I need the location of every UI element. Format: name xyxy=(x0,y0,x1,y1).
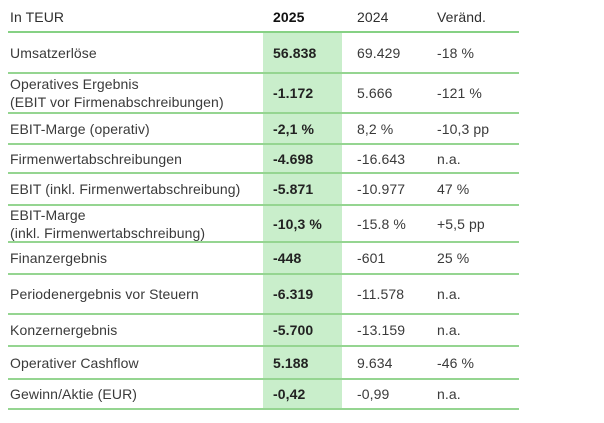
value-change: -46 % xyxy=(437,354,475,371)
row-label: Periodenergebnis vor Steuern xyxy=(10,286,199,302)
header-col-2024: 2024 xyxy=(357,9,389,25)
table-header-row: In TEUR 2025 2024 Veränd. xyxy=(8,0,519,33)
table-row: EBIT (inkl. Firmenwertabschreibung) -5.8… xyxy=(8,174,519,206)
value-2024: 69.429 xyxy=(357,44,401,61)
value-2024: -13.159 xyxy=(357,322,406,338)
value-2025: -0,42 xyxy=(263,380,342,408)
table-row: Gewinn/Aktie (EUR) -0,42 -0,99 n.a. xyxy=(8,380,519,410)
value-2025: -1.172 xyxy=(263,74,342,112)
row-label: EBIT (inkl. Firmenwertabschreibung) xyxy=(10,181,241,197)
value-2025: -4.698 xyxy=(263,145,342,172)
row-label: Finanzergebnis xyxy=(10,250,108,266)
value-2024: -601 xyxy=(357,250,386,266)
row-label: Gewinn/Aktie (EUR) xyxy=(10,386,138,402)
value-change: -18 % xyxy=(437,44,475,61)
table-row: EBIT-Marge (inkl. Firmenwertabschreibung… xyxy=(8,206,519,243)
value-change: n.a. xyxy=(437,150,461,167)
table-row: Operativer Cashflow 5.188 9.634 -46 % xyxy=(8,347,519,380)
value-change: n.a. xyxy=(437,386,461,402)
value-2024: -15.8 % xyxy=(357,215,406,232)
value-change: n.a. xyxy=(437,286,461,302)
value-change: -10,3 pp xyxy=(437,120,490,137)
row-label: Operatives Ergebnis (EBIT vor Firmenabsc… xyxy=(10,76,224,110)
header-col-2025: 2025 xyxy=(273,9,305,25)
value-2025: -10,3 % xyxy=(263,206,342,241)
value-2024: -11.578 xyxy=(357,286,405,302)
value-2025: -2,1 % xyxy=(263,114,342,143)
value-2025: -448 xyxy=(263,243,342,273)
value-2025: 5.188 xyxy=(263,347,342,378)
value-2025: 56.838 xyxy=(263,33,342,72)
row-label: Umsatzerlöse xyxy=(10,44,97,61)
value-change: 25 % xyxy=(437,250,470,266)
row-label: EBIT-Marge (inkl. Firmenwertabschreibung… xyxy=(10,206,206,241)
row-label: EBIT-Marge (operativ) xyxy=(10,120,150,137)
table-row: Finanzergebnis -448 -601 25 % xyxy=(8,243,519,275)
table-row: EBIT-Marge (operativ) -2,1 % 8,2 % -10,3… xyxy=(8,114,519,145)
table-row: Periodenergebnis vor Steuern -6.319 -11.… xyxy=(8,275,519,315)
value-2024: -16.643 xyxy=(357,150,406,167)
table-row: Operatives Ergebnis (EBIT vor Firmenabsc… xyxy=(8,74,519,114)
value-2024: 8,2 % xyxy=(357,120,394,137)
table-row: Umsatzerlöse 56.838 69.429 -18 % xyxy=(8,33,519,74)
value-2024: -0,99 xyxy=(357,386,390,402)
value-change: 47 % xyxy=(437,181,470,197)
value-2024: 5.666 xyxy=(357,85,393,101)
value-2024: 9.634 xyxy=(357,354,393,371)
value-2025: -5.700 xyxy=(263,315,342,345)
value-change: n.a. xyxy=(437,322,461,338)
value-2024: -10.977 xyxy=(357,181,406,197)
value-2025: -5.871 xyxy=(263,174,342,204)
header-col-change: Veränd. xyxy=(437,9,486,25)
value-2025: -6.319 xyxy=(263,275,342,313)
table-row: Firmenwertabschreibungen -4.698 -16.643 … xyxy=(8,145,519,174)
value-change: -121 % xyxy=(437,85,482,101)
value-change: +5,5 pp xyxy=(437,215,485,232)
row-label: Konzernergebnis xyxy=(10,322,118,338)
row-label: Operativer Cashflow xyxy=(10,354,139,371)
table-row: Konzernergebnis -5.700 -13.159 n.a. xyxy=(8,315,519,347)
header-unit-label: In TEUR xyxy=(10,9,65,25)
financial-kpi-table: In TEUR 2025 2024 Veränd. Umsatzerlöse 5… xyxy=(8,0,519,410)
row-label: Firmenwertabschreibungen xyxy=(10,150,183,167)
